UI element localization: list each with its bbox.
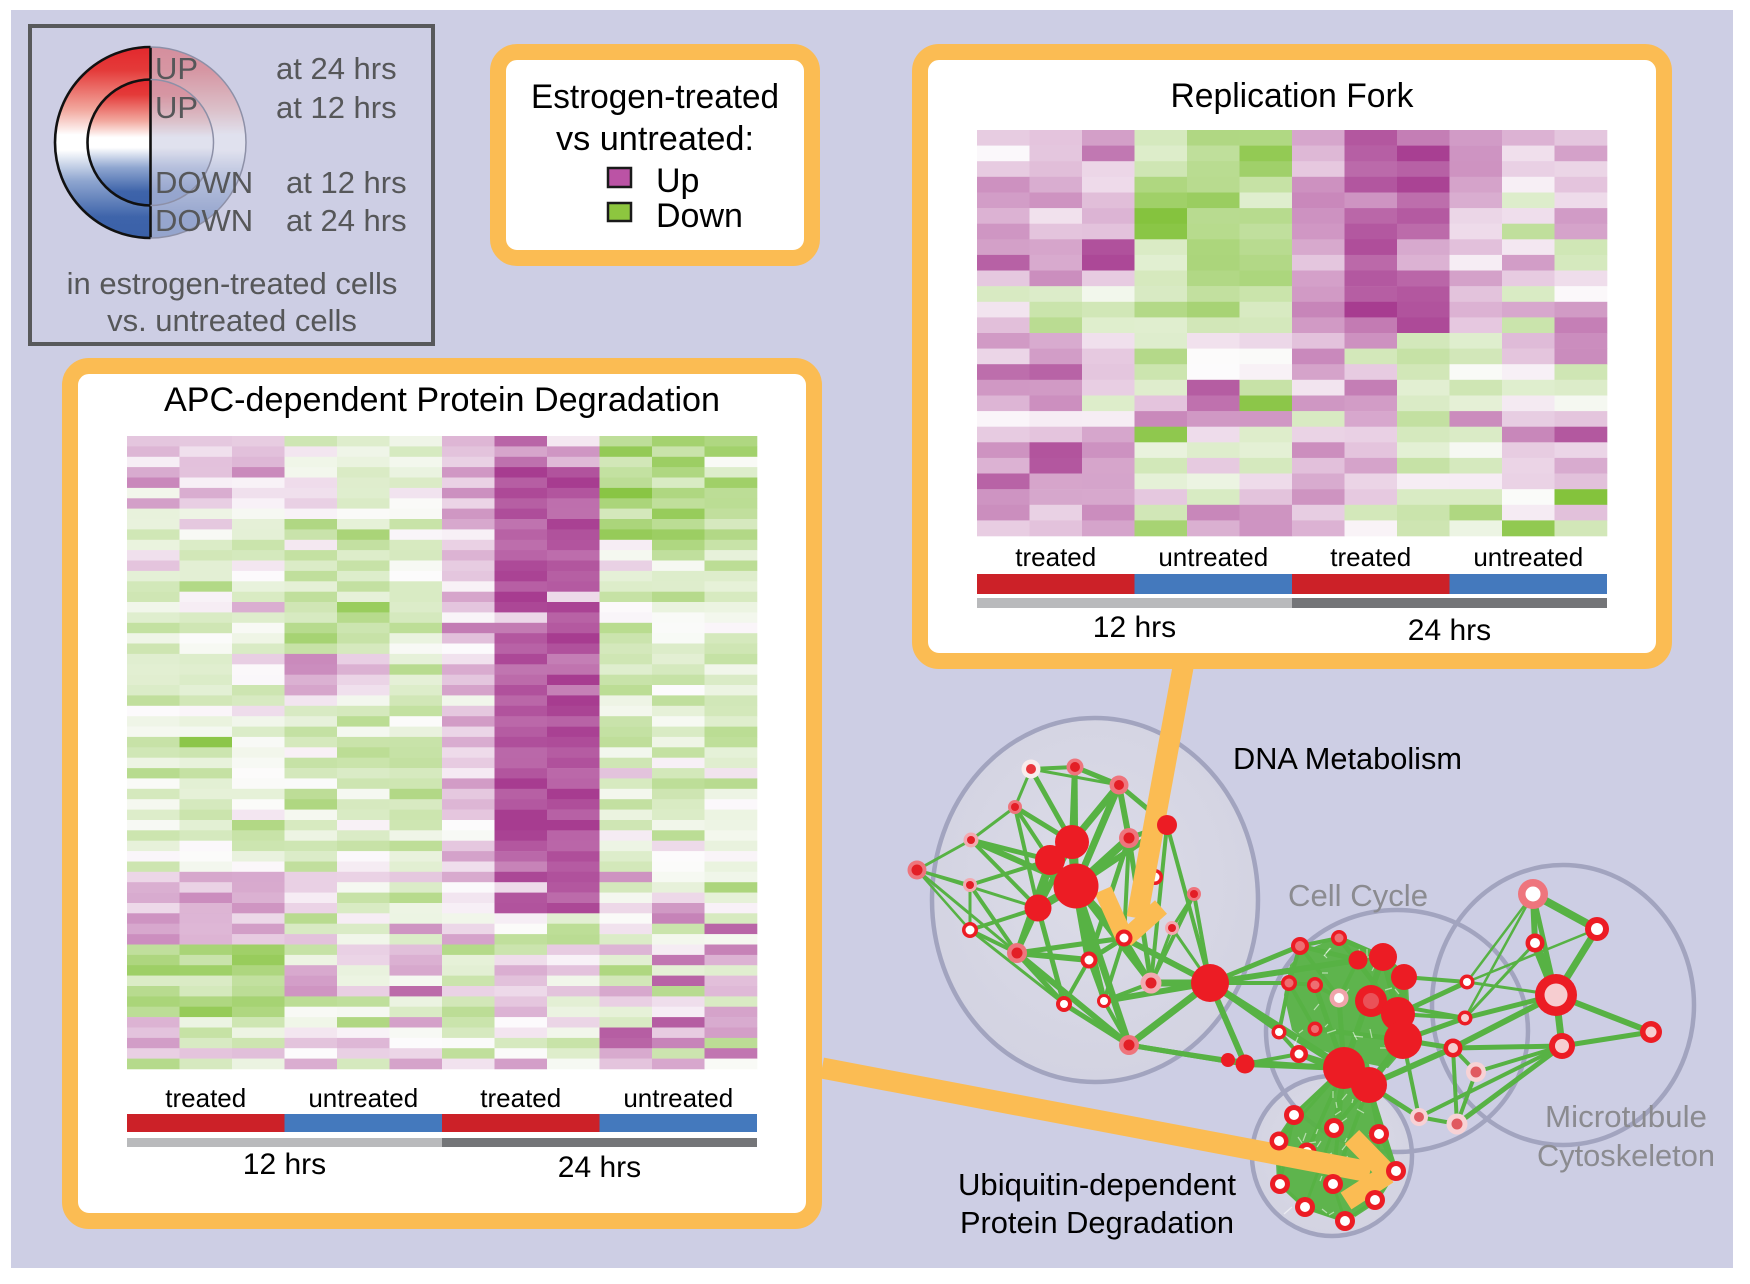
svg-text:12 hrs: 12 hrs <box>1093 611 1176 644</box>
svg-text:Ubiquitin-dependent: Ubiquitin-dependent <box>958 1167 1236 1202</box>
svg-text:Down: Down <box>656 197 743 235</box>
svg-text:untreated: untreated <box>308 1083 418 1113</box>
svg-text:Protein Degradation: Protein Degradation <box>960 1205 1234 1240</box>
svg-text:treated: treated <box>1330 542 1411 572</box>
svg-text:untreated: untreated <box>1158 542 1268 572</box>
svg-text:Up: Up <box>656 162 699 200</box>
svg-text:at 12 hrs: at 12 hrs <box>286 165 407 200</box>
svg-text:24 hrs: 24 hrs <box>1408 614 1491 647</box>
svg-text:vs untreated:: vs untreated: <box>556 120 754 158</box>
svg-text:vs. untreated cells: vs. untreated cells <box>107 303 357 338</box>
svg-text:DNA Metabolism: DNA Metabolism <box>1233 741 1462 776</box>
svg-text:24 hrs: 24 hrs <box>558 1151 641 1184</box>
svg-text:untreated: untreated <box>623 1083 733 1113</box>
svg-text:untreated: untreated <box>1473 542 1583 572</box>
svg-text:DOWN: DOWN <box>155 203 253 238</box>
svg-text:Microtubule: Microtubule <box>1545 1099 1707 1134</box>
svg-text:Replication Fork: Replication Fork <box>1171 77 1415 115</box>
svg-text:Cytoskeleton: Cytoskeleton <box>1537 1138 1715 1173</box>
svg-text:UP: UP <box>155 90 198 125</box>
svg-text:Estrogen-treated: Estrogen-treated <box>531 78 779 116</box>
svg-text:UP: UP <box>155 51 198 86</box>
svg-text:Cell Cycle: Cell Cycle <box>1288 878 1428 913</box>
svg-text:treated: treated <box>480 1083 561 1113</box>
svg-text:in estrogen-treated cells: in estrogen-treated cells <box>67 266 398 301</box>
svg-text:at 24 hrs: at 24 hrs <box>276 51 397 86</box>
svg-text:treated: treated <box>1015 542 1096 572</box>
svg-text:at 24 hrs: at 24 hrs <box>286 203 407 238</box>
svg-text:DOWN: DOWN <box>155 165 253 200</box>
svg-text:APC-dependent Protein Degradat: APC-dependent Protein Degradation <box>164 381 720 419</box>
svg-text:treated: treated <box>165 1083 246 1113</box>
svg-text:12 hrs: 12 hrs <box>243 1148 326 1181</box>
svg-text:at 12 hrs: at 12 hrs <box>276 90 397 125</box>
